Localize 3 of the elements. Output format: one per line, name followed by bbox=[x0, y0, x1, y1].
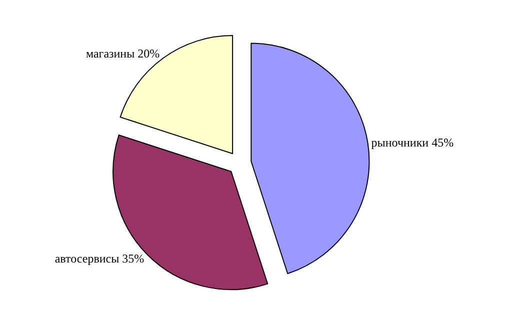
slice-label: магазины 20% bbox=[86, 46, 160, 61]
slice-label: рыночники 45% bbox=[371, 136, 454, 150]
slice-label: автосервисы 35% bbox=[54, 252, 144, 266]
